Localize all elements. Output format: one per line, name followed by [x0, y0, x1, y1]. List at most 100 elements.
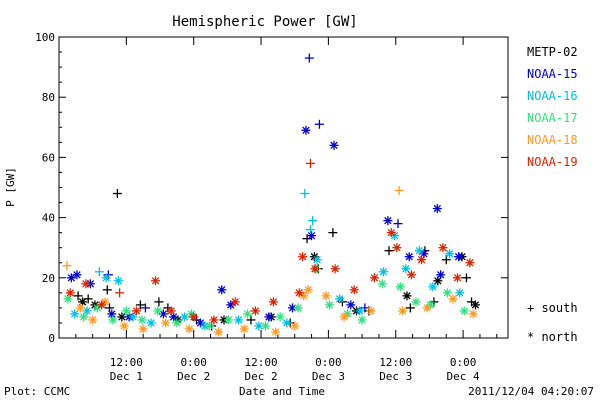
point-noaa-17: [172, 318, 182, 328]
point-noaa-19: [209, 315, 219, 325]
footer-credit: Plot: CCMC: [4, 385, 70, 398]
point-noaa-17: [204, 321, 214, 331]
legend-noaa-15: NOAA-15: [527, 67, 578, 81]
point-noaa-18: [88, 315, 98, 325]
point-noaa-19: [131, 306, 141, 316]
point-noaa-15: [432, 204, 442, 214]
point-noaa-18: [161, 318, 171, 328]
point-noaa-15: [307, 231, 317, 241]
hemisphere-legend: + south * north: [527, 301, 578, 344]
x-tick-time-label: 12:00: [244, 356, 277, 369]
point-noaa-18: [468, 309, 478, 319]
point-noaa-15: [304, 53, 314, 63]
x-axis-label: Date and Time: [239, 385, 325, 398]
point-noaa-18: [303, 285, 313, 295]
point-noaa-19: [349, 285, 359, 295]
y-tick-label: 100: [35, 31, 55, 44]
point-noaa-15: [329, 140, 339, 150]
point-noaa-16: [308, 216, 318, 226]
x-tick-date-label: Dec 3: [312, 370, 345, 383]
point-noaa-16: [180, 312, 190, 322]
point-noaa-16: [300, 189, 310, 199]
point-metp-02: [112, 189, 122, 199]
x-tick-date-label: Dec 2: [177, 370, 210, 383]
point-metp-02: [328, 228, 338, 238]
point-noaa-16: [378, 267, 388, 277]
chart-title: Hemispheric Power [GW]: [172, 14, 357, 30]
point-noaa-16: [128, 312, 138, 322]
point-noaa-16: [282, 318, 292, 328]
point-noaa-19: [465, 258, 475, 268]
point-noaa-18: [62, 261, 72, 271]
point-noaa-18: [290, 321, 300, 331]
point-noaa-16: [455, 288, 465, 298]
x-tick-time-label: 0:00: [450, 356, 477, 369]
point-noaa-18: [366, 306, 376, 316]
point-noaa-15: [107, 309, 117, 319]
point-noaa-15: [72, 270, 82, 280]
plot-frame: [58, 36, 509, 339]
point-noaa-19: [438, 243, 448, 253]
point-noaa-17: [108, 315, 118, 325]
point-noaa-16: [94, 267, 104, 277]
point-noaa-16: [305, 225, 315, 235]
point-noaa-19: [115, 288, 125, 298]
point-noaa-16: [428, 282, 438, 292]
point-noaa-15: [404, 252, 414, 262]
point-noaa-17: [137, 315, 147, 325]
point-noaa-18: [271, 327, 281, 337]
legend-noaa-19: NOAA-19: [527, 155, 578, 169]
point-noaa-16: [355, 306, 365, 316]
point-metp-02: [470, 300, 480, 310]
footer-timestamp: 2011/12/04 04:20:07: [468, 385, 594, 398]
point-noaa-15: [383, 216, 393, 226]
point-noaa-17: [243, 309, 253, 319]
point-noaa-19: [386, 228, 396, 238]
x-tick-time-label: 12:00: [379, 356, 412, 369]
point-noaa-19: [406, 270, 416, 280]
point-noaa-15: [217, 285, 227, 295]
legend-metp-02: METP-02: [527, 45, 578, 59]
point-noaa-16: [146, 318, 156, 328]
point-noaa-17: [377, 279, 387, 289]
y-tick-label: 0: [48, 332, 55, 345]
point-noaa-15: [287, 303, 297, 313]
point-noaa-17: [121, 306, 131, 316]
point-noaa-15: [226, 300, 236, 310]
point-noaa-16: [234, 315, 244, 325]
x-tick-time-label: 0:00: [180, 356, 207, 369]
point-noaa-18: [213, 327, 223, 337]
point-noaa-19: [310, 264, 320, 274]
x-tick-time-label: 0:00: [315, 356, 342, 369]
point-metp-02: [83, 294, 93, 304]
point-noaa-15: [264, 312, 274, 322]
x-tick-date-label: Dec 2: [244, 370, 277, 383]
point-metp-02: [405, 303, 415, 313]
point-noaa-19: [81, 279, 91, 289]
point-noaa-19: [298, 252, 308, 262]
y-axis: 0 20 40 60 80 100: [35, 31, 508, 345]
point-noaa-18: [397, 306, 407, 316]
point-noaa-18: [339, 312, 349, 322]
point-metp-02: [135, 300, 145, 310]
data-points: [62, 53, 480, 337]
hemisphere-legend-north: * north: [527, 330, 578, 344]
point-noaa-19: [65, 288, 75, 298]
point-noaa-17: [442, 288, 452, 298]
point-noaa-18: [75, 303, 85, 313]
point-noaa-19: [166, 306, 176, 316]
point-noaa-17: [395, 282, 405, 292]
point-noaa-16: [70, 309, 80, 319]
point-noaa-18: [184, 324, 194, 334]
point-noaa-16: [414, 246, 424, 256]
y-tick-label: 40: [42, 212, 55, 225]
point-metp-02: [154, 297, 164, 307]
point-noaa-18: [138, 324, 148, 334]
point-noaa-17: [411, 297, 421, 307]
point-noaa-19: [230, 297, 240, 307]
legend-noaa-17: NOAA-17: [527, 111, 578, 125]
point-noaa-19: [305, 158, 315, 168]
point-noaa-17: [79, 312, 89, 322]
point-noaa-18: [394, 186, 404, 196]
